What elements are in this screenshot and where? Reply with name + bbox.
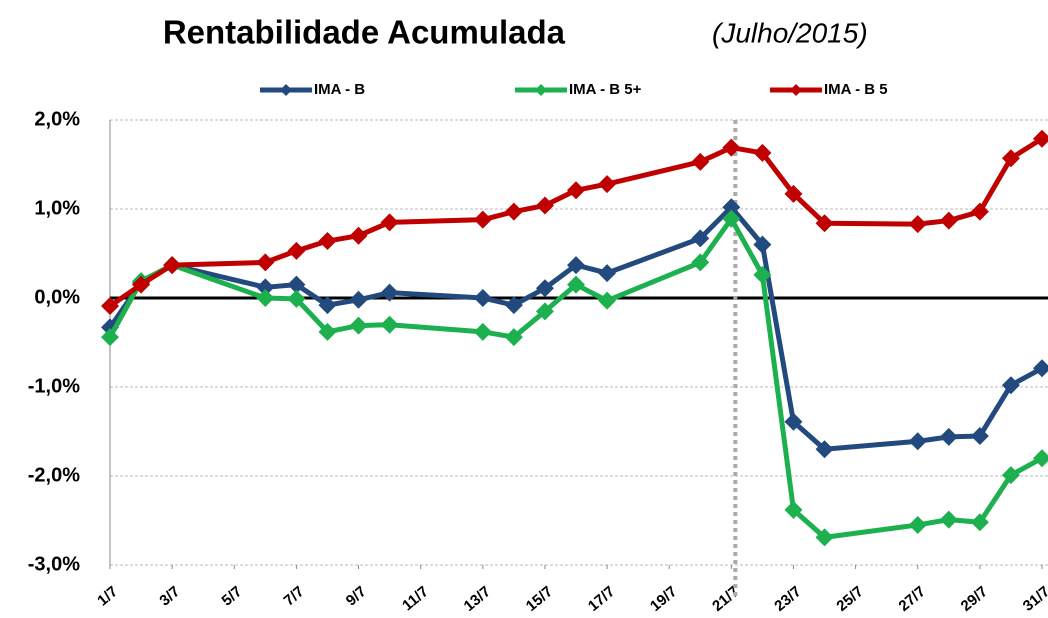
x-tick-label: 29/7	[958, 583, 991, 615]
x-tick-label: 17/7	[585, 583, 618, 615]
data-point	[287, 289, 306, 308]
x-tick-label: 3/7	[156, 583, 183, 609]
y-tick-label: -3,0%	[28, 553, 80, 575]
data-point	[256, 289, 275, 307]
data-point	[567, 275, 585, 294]
data-point	[535, 279, 554, 298]
data-point	[101, 328, 119, 347]
x-tick-label: 5/7	[218, 583, 245, 609]
data-point	[598, 175, 617, 194]
x-tick-label: 21/7	[709, 583, 742, 615]
data-point	[1033, 129, 1048, 148]
data-point	[380, 283, 399, 302]
data-point	[753, 265, 772, 284]
x-tick-label: 27/7	[896, 583, 929, 615]
legend-marker	[535, 84, 547, 96]
legend-marker	[790, 84, 802, 96]
x-tick-label: 31/7	[1020, 583, 1048, 615]
chart-subtitle: (Julho/2015)	[712, 17, 868, 48]
data-point	[349, 290, 368, 309]
data-point	[473, 289, 492, 307]
x-tick-label: 19/7	[647, 583, 680, 615]
data-point	[970, 202, 989, 221]
data-point	[504, 296, 523, 315]
data-point	[753, 143, 772, 162]
data-point	[908, 432, 927, 451]
data-point	[691, 152, 710, 171]
data-point	[815, 214, 834, 233]
data-point	[163, 256, 182, 275]
data-point	[256, 278, 275, 297]
data-point	[535, 196, 554, 215]
data-point	[380, 315, 399, 334]
data-point	[784, 412, 803, 431]
data-point	[908, 215, 927, 234]
y-tick-label: 1,0%	[34, 197, 80, 219]
data-point	[722, 198, 741, 217]
legend-label: IMA - B 5	[824, 81, 888, 98]
data-point	[473, 210, 492, 229]
y-tick-label: 0,0%	[34, 286, 80, 308]
legend-label: IMA - B 5+	[569, 81, 642, 98]
data-point	[318, 232, 337, 251]
x-tick-label: 11/7	[399, 583, 432, 614]
data-point	[970, 426, 989, 445]
data-point	[504, 202, 523, 221]
legend-label: IMA - B	[314, 81, 365, 98]
x-tick-label: 13/7	[461, 583, 494, 615]
x-tick-label: 15/7	[523, 583, 556, 615]
data-point	[504, 328, 523, 347]
x-tick-label: 9/7	[343, 583, 370, 609]
data-point	[691, 229, 710, 248]
legend-marker	[280, 84, 292, 96]
data-point	[1001, 376, 1020, 395]
data-point	[535, 302, 554, 321]
data-point	[753, 235, 772, 254]
data-point	[939, 427, 958, 446]
chart-title: Rentabilidade Acumulada	[163, 14, 566, 51]
data-point	[101, 297, 119, 316]
data-point	[784, 500, 803, 519]
data-point	[287, 241, 306, 260]
data-point	[1001, 149, 1020, 168]
data-point	[784, 184, 803, 203]
x-tick-label: 1/7	[94, 583, 121, 609]
x-tick-label: 25/7	[833, 583, 866, 615]
data-point	[132, 275, 151, 294]
data-point	[908, 515, 927, 534]
x-tick-label: 7/7	[281, 583, 308, 609]
series-line	[107, 204, 1044, 452]
data-point	[939, 510, 958, 529]
data-point	[970, 513, 989, 532]
data-point	[815, 440, 834, 459]
data-point	[598, 264, 617, 283]
data-point	[380, 213, 399, 232]
data-point	[567, 256, 585, 275]
data-point	[1001, 466, 1020, 485]
y-tick-label: 2,0%	[34, 108, 80, 130]
data-point	[691, 253, 710, 272]
data-point	[598, 291, 617, 310]
data-point	[349, 316, 368, 335]
y-tick-label: -1,0%	[28, 375, 80, 397]
data-point	[287, 275, 306, 294]
data-point	[349, 226, 368, 245]
data-point	[815, 528, 834, 547]
y-tick-label: -2,0%	[28, 464, 80, 486]
x-tick-label: 23/7	[771, 583, 804, 615]
data-point	[1033, 449, 1048, 468]
data-point	[318, 296, 337, 315]
data-point	[318, 322, 337, 341]
data-point	[256, 253, 275, 272]
data-point	[939, 211, 958, 230]
data-point	[473, 322, 492, 341]
data-point	[567, 181, 585, 200]
data-point	[722, 138, 741, 157]
data-point	[722, 209, 741, 228]
data-point	[1033, 359, 1048, 378]
